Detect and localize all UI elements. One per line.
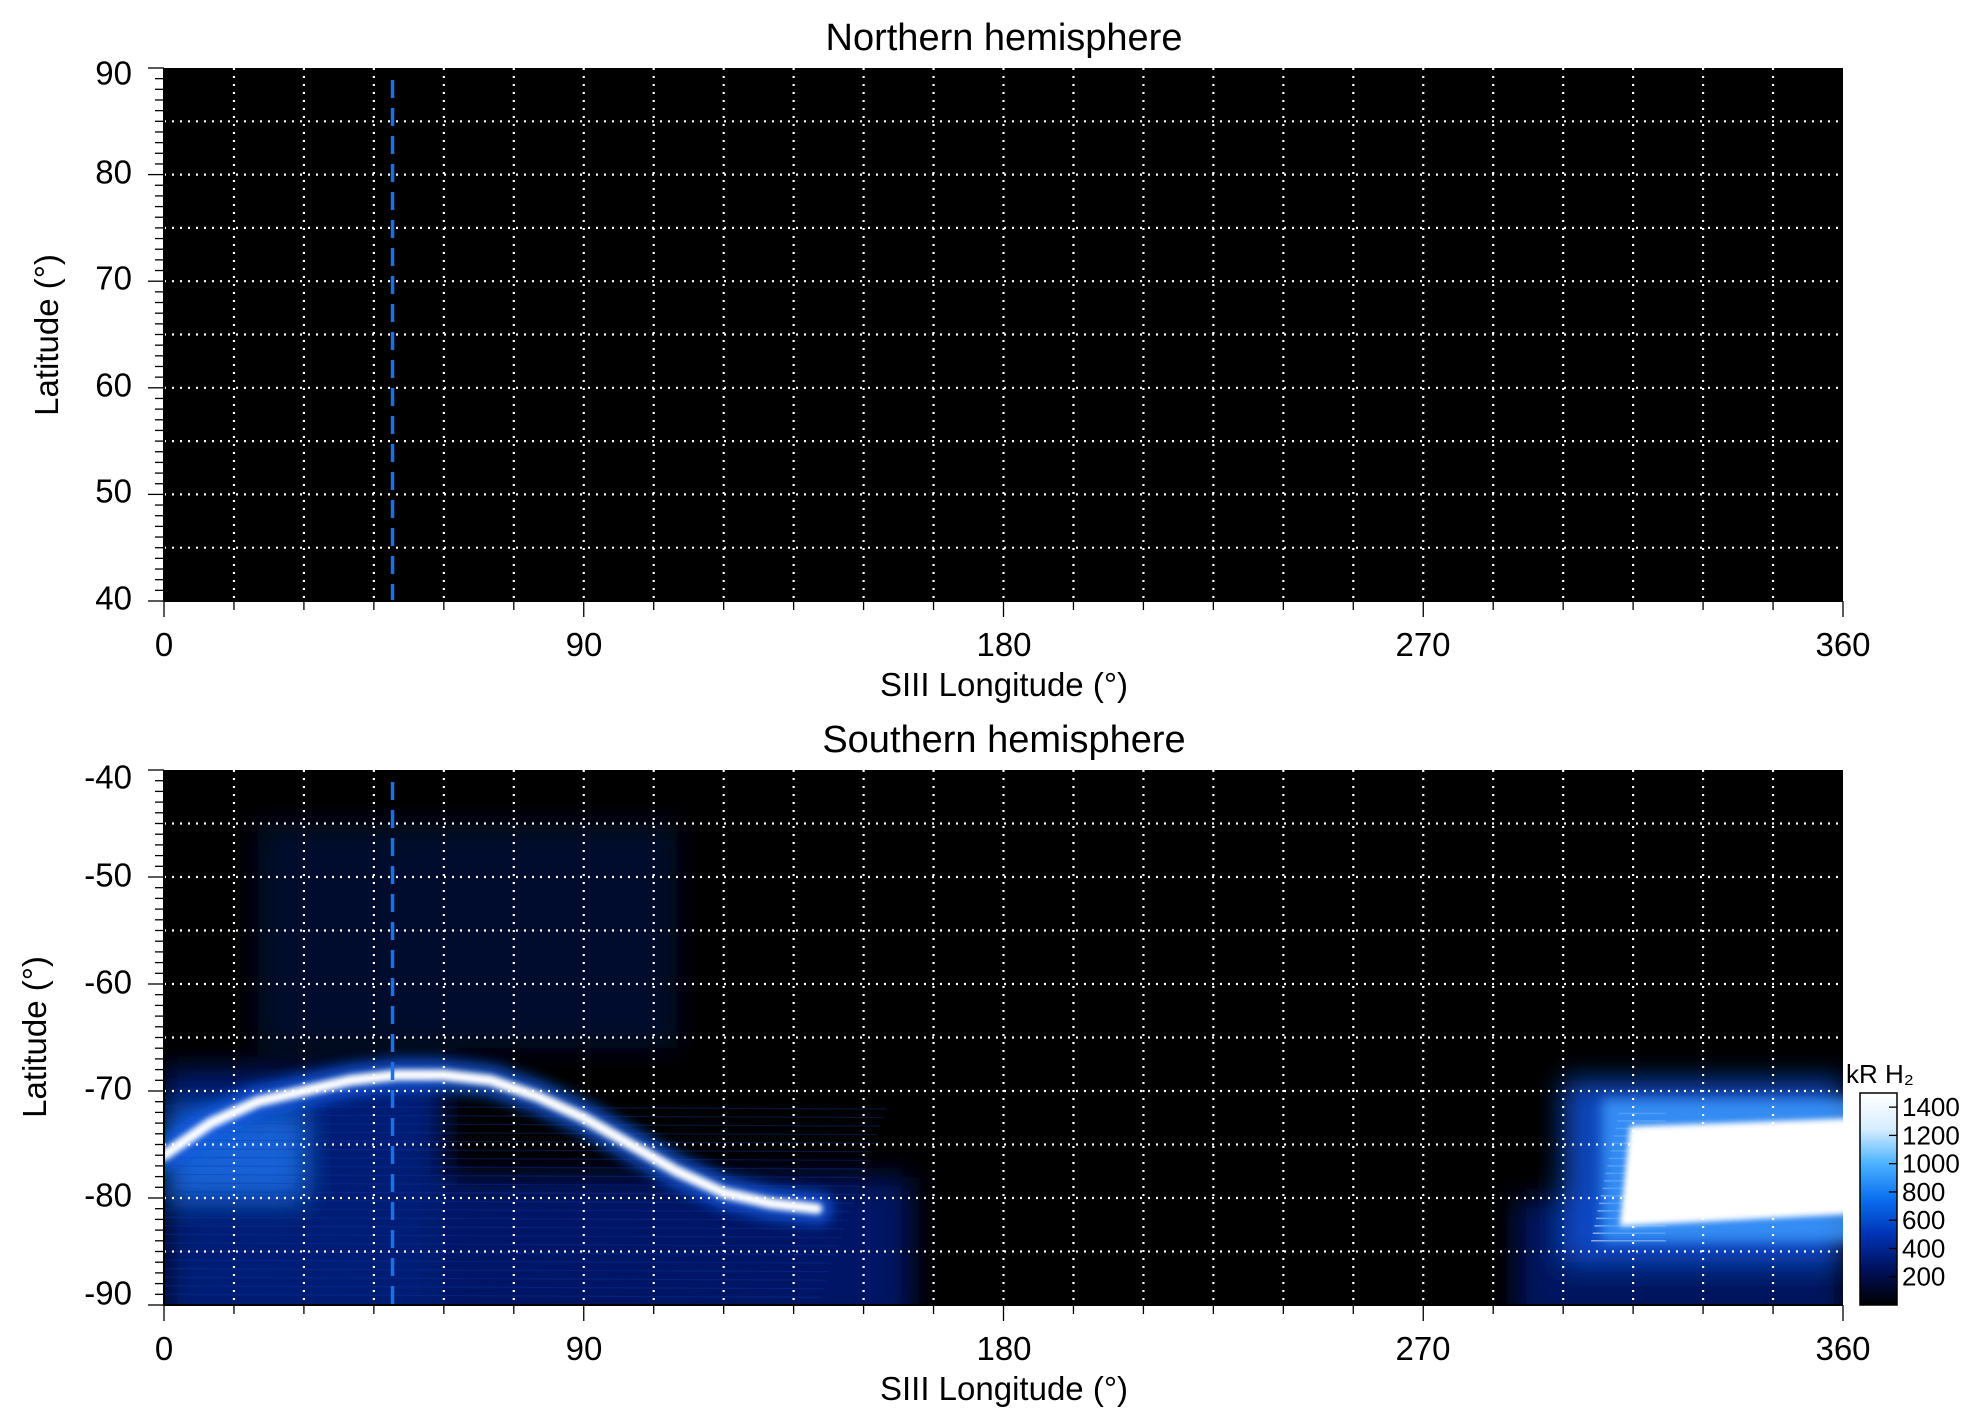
southern-y-axis-label: Latitude (°) <box>16 956 53 1118</box>
northern-x-tick-label: 360 <box>1815 626 1870 663</box>
southern-x-tick-label: 180 <box>976 1330 1031 1367</box>
northern-x-minor-ticks <box>163 601 1844 617</box>
northern-x-axis-label: SIII Longitude (°) <box>880 666 1128 703</box>
striation-line <box>164 1285 824 1290</box>
southern-y-minor-ticks <box>148 769 164 1306</box>
southern-panel-title: Southern hemisphere <box>822 719 1185 761</box>
colorbar-tick-label: 1200 <box>1902 1120 1960 1150</box>
striation-line <box>164 1225 845 1230</box>
striation-line <box>164 1259 833 1264</box>
southern-x-tick-label: 0 <box>155 1330 173 1367</box>
northern-y-axis-label: Latitude (°) <box>28 254 65 416</box>
striation-line <box>164 1250 836 1256</box>
northern-x-tick-label: 0 <box>155 626 173 663</box>
striation-line <box>164 1131 878 1136</box>
southern-x-minor-ticks <box>163 1305 1844 1321</box>
northern-x-tick-label: 180 <box>976 626 1031 663</box>
northern-y-minor-ticks <box>148 67 164 602</box>
northern-plot-area <box>164 68 1843 601</box>
southern-panel: Southern hemisphere -40 -50 -60 -70 -80 … <box>16 719 1960 1407</box>
auroral-oval <box>164 1069 823 1215</box>
striation-line <box>164 1276 827 1281</box>
northern-y-tick-label: 50 <box>95 473 132 510</box>
bright-region-core-group <box>1619 1118 1843 1227</box>
diffuse-emission-patch <box>257 823 678 1049</box>
striation-line <box>164 1113 884 1119</box>
striation-line <box>164 1156 869 1161</box>
colorbar-tick-label: 1400 <box>1902 1092 1960 1122</box>
colorbar-tick-label: 600 <box>1902 1205 1945 1235</box>
southern-y-tick-label: -50 <box>84 857 132 894</box>
colorbar-tick-label: 400 <box>1902 1233 1945 1263</box>
northern-y-tick-label: 80 <box>95 154 132 191</box>
southern-x-tick-label: 360 <box>1815 1330 1870 1367</box>
northern-y-tick-label: 90 <box>95 55 132 92</box>
bright-region-core <box>1619 1118 1843 1227</box>
striation-line <box>164 1233 842 1238</box>
colorbar-tick-label: 800 <box>1902 1177 1945 1207</box>
striation-line <box>164 1122 881 1127</box>
southern-y-tick-label: -80 <box>84 1177 132 1214</box>
northern-y-tick-label: 70 <box>95 260 132 297</box>
southern-y-tick-label: -40 <box>84 759 132 796</box>
striation-line <box>164 1293 821 1298</box>
northern-y-tick-label: 60 <box>95 367 132 404</box>
southern-x-tick-label: 270 <box>1395 1330 1450 1367</box>
southern-x-tick-label: 90 <box>566 1330 603 1367</box>
colorbar-tick-label: 1000 <box>1902 1149 1960 1179</box>
colorbar-label: kR H₂ <box>1846 1059 1914 1089</box>
northern-y-tick-label: 40 <box>95 580 132 617</box>
striation-line <box>164 1268 830 1273</box>
northern-panel-title: Northern hemisphere <box>826 17 1183 59</box>
southern-x-axis-label: SIII Longitude (°) <box>880 1370 1128 1407</box>
auroral-oval-core <box>164 1069 823 1215</box>
bright-region <box>1601 1098 1843 1243</box>
colorbar-gradient <box>1859 1092 1898 1306</box>
striation-line <box>164 1148 872 1153</box>
striation-line <box>164 1165 866 1170</box>
southern-grid <box>164 770 1843 1305</box>
southern-y-tick-label: -90 <box>84 1275 132 1312</box>
striation-line <box>164 1173 863 1179</box>
southern-y-tick-label: -60 <box>84 964 132 1001</box>
northern-x-tick-label: 90 <box>566 626 603 663</box>
striation-line <box>164 1242 839 1247</box>
northern-x-tick-label: 270 <box>1395 626 1450 663</box>
colorbar-tick-label: 200 <box>1902 1262 1945 1292</box>
southern-y-tick-label: -70 <box>84 1070 132 1107</box>
striation-line <box>164 1139 875 1144</box>
northern-grid <box>164 68 1843 601</box>
striation-line <box>164 1216 848 1221</box>
northern-panel: Northern hemisphere 40 50 60 70 80 90 0 … <box>28 17 1871 703</box>
